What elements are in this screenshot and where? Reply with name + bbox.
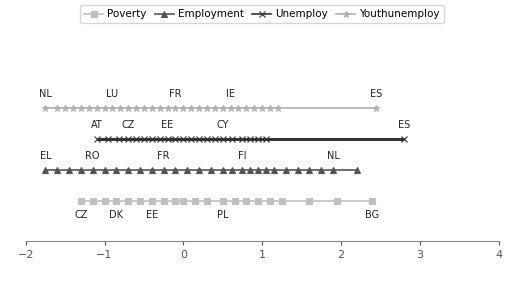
- Text: BG: BG: [365, 210, 379, 220]
- Text: DK: DK: [109, 210, 123, 220]
- Text: EL: EL: [40, 151, 51, 161]
- Text: NL: NL: [39, 89, 52, 99]
- Text: EE: EE: [145, 210, 158, 220]
- Text: NL: NL: [326, 151, 340, 161]
- Text: CZ: CZ: [121, 120, 135, 130]
- Text: FR: FR: [169, 89, 181, 99]
- Text: LU: LU: [106, 89, 118, 99]
- Text: RO: RO: [85, 151, 100, 161]
- Text: PL: PL: [217, 210, 229, 220]
- Text: ES: ES: [370, 89, 382, 99]
- Text: AT: AT: [91, 120, 102, 130]
- Text: EE: EE: [161, 120, 174, 130]
- Text: FI: FI: [238, 151, 247, 161]
- Text: CZ: CZ: [74, 210, 87, 220]
- Legend: Poverty, Employment, Unemploy, Youthunemploy: Poverty, Employment, Unemploy, Youthunem…: [80, 5, 444, 23]
- Text: ES: ES: [398, 120, 410, 130]
- Text: CY: CY: [216, 120, 229, 130]
- Text: IE: IE: [226, 89, 235, 99]
- Text: FR: FR: [157, 151, 170, 161]
